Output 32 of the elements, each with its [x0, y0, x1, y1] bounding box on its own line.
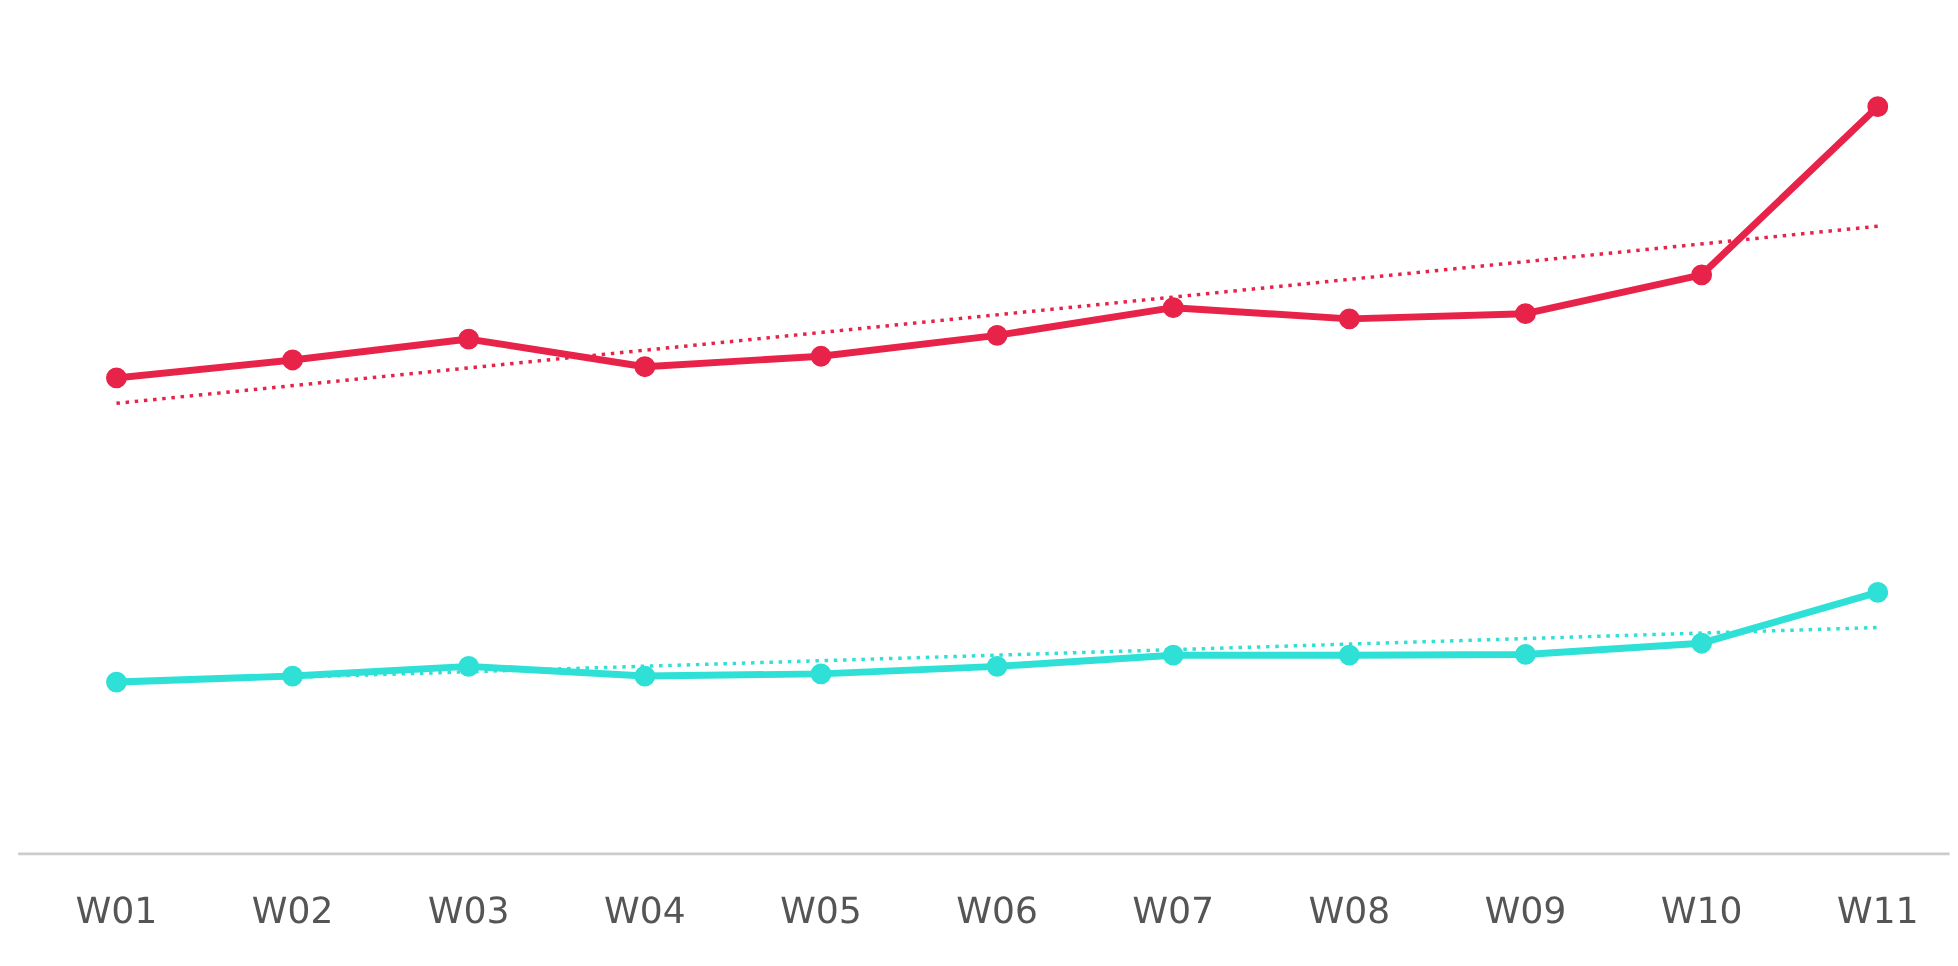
x-tick-label: W02 [252, 896, 330, 924]
point [106, 367, 127, 389]
point [986, 655, 1008, 677]
x-tick-label: W06 [957, 896, 1036, 924]
point [1162, 297, 1184, 319]
x-tick-label: W05 [781, 896, 859, 924]
x-tick-label: W11 [1838, 896, 1916, 924]
point [458, 655, 480, 677]
x-tick-label: W01 [76, 896, 154, 924]
point [1338, 308, 1360, 330]
point [1867, 581, 1889, 603]
point [1867, 96, 1889, 118]
point [1338, 644, 1360, 666]
point [634, 665, 656, 687]
point [1691, 632, 1713, 654]
x-tick-label: W07 [1133, 896, 1211, 924]
point [458, 328, 480, 350]
x-tick-label: W03 [429, 896, 507, 924]
x-tick-label: W04 [605, 896, 684, 924]
point [634, 356, 656, 378]
point [1162, 644, 1184, 666]
x-tick-label: W08 [1309, 896, 1388, 924]
point [1515, 644, 1536, 665]
point [810, 345, 832, 367]
point [282, 349, 303, 371]
point [1515, 303, 1536, 325]
point [1691, 264, 1713, 286]
point [986, 324, 1008, 346]
x-tick-label: W09 [1485, 896, 1564, 924]
x-tick-label: W10 [1662, 896, 1741, 924]
point [106, 671, 127, 693]
point [810, 663, 832, 685]
